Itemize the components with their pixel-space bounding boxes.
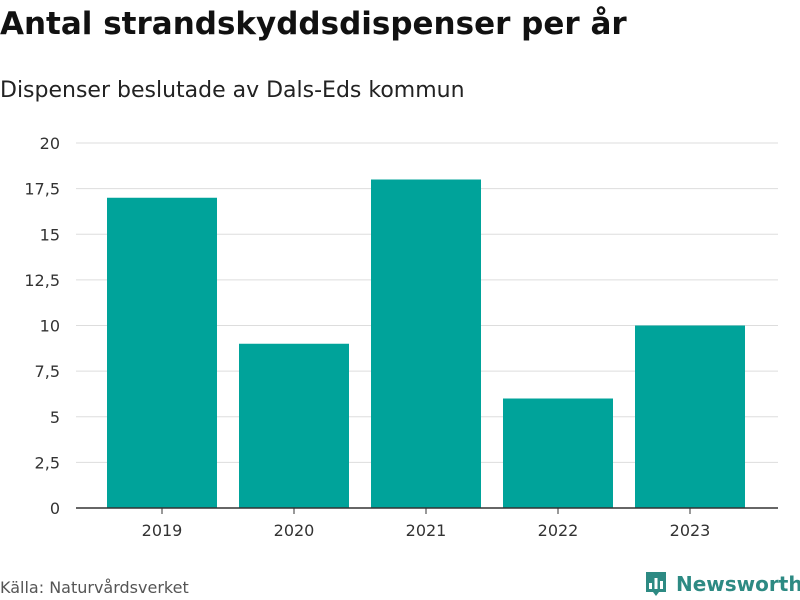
source-note: Källa: Naturvårdsverket (0, 578, 189, 597)
y-tick-label: 2,5 (35, 453, 60, 472)
x-tick-label: 2020 (274, 521, 315, 540)
y-tick-label: 12,5 (24, 271, 60, 290)
x-tick-label: 2023 (670, 521, 711, 540)
brand: Newsworthy (644, 570, 800, 598)
brand-name: Newsworthy (676, 572, 800, 596)
y-tick-label: 7,5 (35, 362, 60, 381)
chart-title: Antal strandskyddsdispenser per år (0, 6, 627, 42)
x-tick-label: 2019 (142, 521, 183, 540)
y-tick-label: 10 (40, 317, 60, 336)
newsworthy-logo-icon (646, 572, 666, 596)
x-tick-label: 2021 (406, 521, 447, 540)
y-tick-label: 15 (40, 225, 60, 244)
y-tick-label: 17,5 (24, 180, 60, 199)
x-tick-label: 2022 (538, 521, 579, 540)
bar-chart: 0 2,5 5 7,5 10 12,5 15 17,5 20 2019 2020 2021 2022 20… (24, 134, 778, 540)
bar (107, 197, 217, 508)
y-tick-label: 0 (50, 499, 60, 518)
bar (503, 398, 613, 508)
y-tick-label: 5 (50, 408, 60, 427)
bar (371, 179, 481, 508)
bar (239, 343, 349, 508)
y-tick-label: 20 (40, 134, 60, 153)
chart-subtitle: Dispenser beslutade av Dals-Eds kommun (0, 78, 465, 103)
bar (635, 325, 745, 508)
